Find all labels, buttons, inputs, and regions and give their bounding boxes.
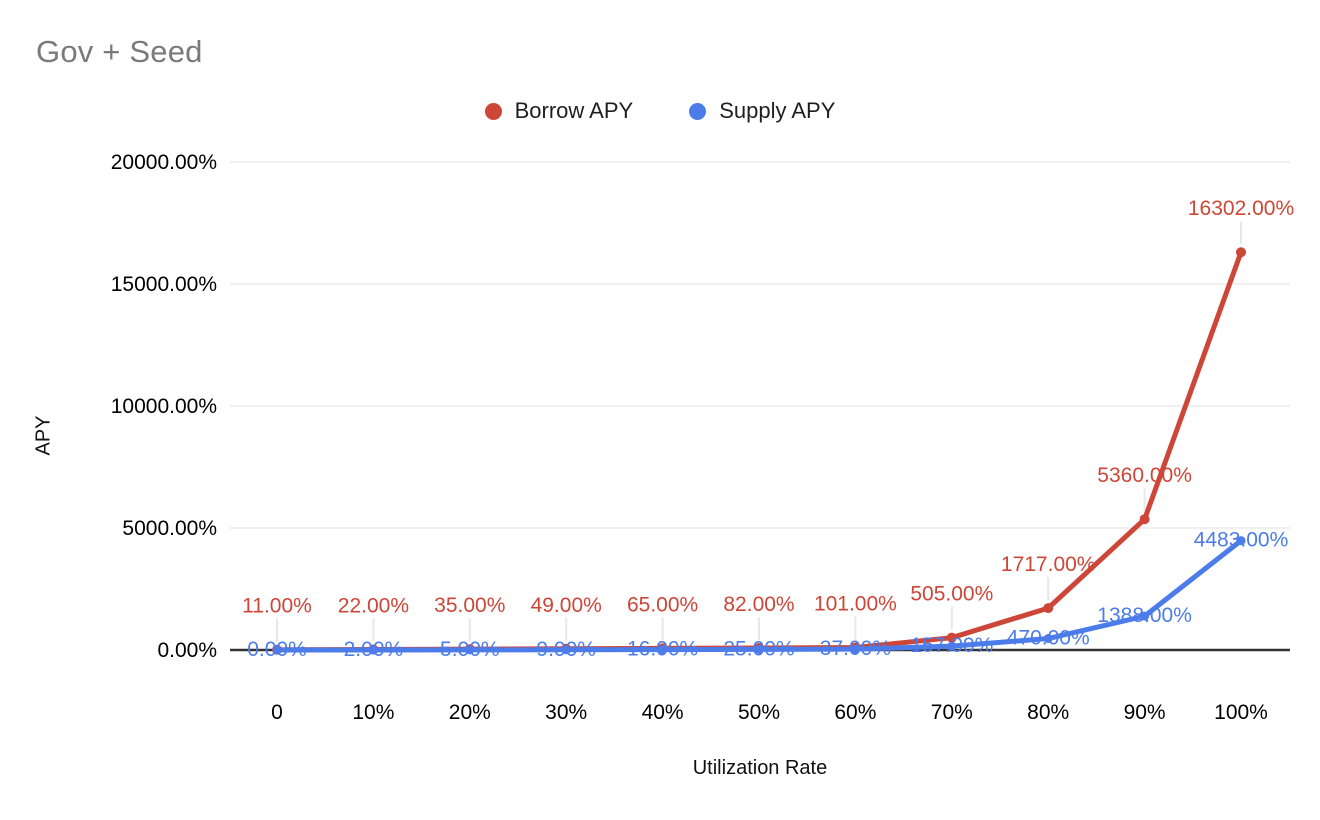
data-point[interactable]: [1043, 634, 1053, 644]
x-tick-label: 50%: [738, 701, 780, 724]
y-tick-label: 10000.00%: [111, 395, 217, 418]
data-label: 2.00%: [344, 638, 404, 661]
data-label: 65.00%: [627, 593, 698, 616]
data-point[interactable]: [1140, 611, 1150, 621]
x-tick-label: 100%: [1214, 701, 1268, 724]
data-label: 82.00%: [723, 593, 794, 616]
data-label: 16.00%: [627, 638, 698, 661]
x-axis-title: Utilization Rate: [692, 757, 828, 779]
data-label: 16302.00%: [1188, 197, 1294, 220]
data-point[interactable]: [658, 645, 668, 655]
x-tick-label: 80%: [1027, 701, 1069, 724]
data-label: 0.00%: [247, 638, 307, 661]
x-tick-label: 0: [271, 701, 283, 724]
legend: Borrow APY Supply APY: [0, 98, 1320, 124]
data-label: 505.00%: [910, 583, 993, 606]
legend-marker-supply-icon: [689, 102, 707, 120]
data-point[interactable]: [1043, 603, 1054, 614]
data-label: 5.00%: [440, 638, 500, 661]
data-label: 9.00%: [536, 638, 596, 661]
data-point[interactable]: [465, 645, 475, 655]
data-label: 37.00%: [820, 637, 891, 660]
data-point[interactable]: [368, 645, 378, 655]
chart-title: Gov + Seed: [36, 34, 203, 69]
data-label: 1388.00%: [1097, 604, 1192, 627]
data-point[interactable]: [272, 645, 282, 655]
data-label: 25.00%: [723, 637, 794, 660]
x-tick-label: 60%: [834, 701, 876, 724]
data-label: 5360.00%: [1097, 464, 1192, 487]
data-label: 157.00%: [910, 634, 993, 657]
data-label: 49.00%: [531, 594, 602, 617]
y-tick-label: 0.00%: [157, 639, 217, 662]
y-axis-title: APY: [32, 415, 55, 456]
data-label: 470.00%: [1007, 627, 1090, 650]
x-tick-label: 30%: [545, 701, 587, 724]
data-point[interactable]: [561, 645, 571, 655]
y-tick-label: 20000.00%: [111, 151, 217, 174]
legend-label-borrow: Borrow APY: [514, 98, 634, 123]
y-tick-label: 5000.00%: [122, 517, 217, 540]
legend-item-supply-apy: Supply APY: [689, 98, 835, 124]
x-tick-label: 40%: [642, 701, 684, 724]
data-point[interactable]: [754, 644, 764, 654]
data-point[interactable]: [1236, 247, 1246, 258]
data-point[interactable]: [947, 641, 957, 651]
x-tick-label: 90%: [1124, 701, 1166, 724]
data-label: 22.00%: [338, 594, 409, 617]
x-tick-label: 20%: [449, 701, 491, 724]
data-point[interactable]: [1236, 536, 1246, 546]
data-label: 101.00%: [814, 593, 897, 616]
data-point[interactable]: [850, 644, 860, 654]
legend-item-borrow-apy: Borrow APY: [484, 98, 634, 124]
series-line-borrow-apy: [274, 249, 1244, 653]
data-point[interactable]: [1139, 514, 1150, 525]
x-tick-label: 10%: [352, 701, 394, 724]
x-tick-label: 70%: [931, 701, 973, 724]
legend-marker-borrow-icon: [484, 102, 502, 120]
data-label: 35.00%: [434, 594, 505, 617]
y-tick-label: 15000.00%: [111, 273, 217, 296]
data-label: 1717.00%: [1001, 553, 1096, 576]
data-label: 11.00%: [242, 595, 312, 618]
data-point[interactable]: [946, 632, 957, 643]
data-label: 4483.00%: [1194, 529, 1289, 552]
legend-label-supply: Supply APY: [719, 98, 836, 123]
